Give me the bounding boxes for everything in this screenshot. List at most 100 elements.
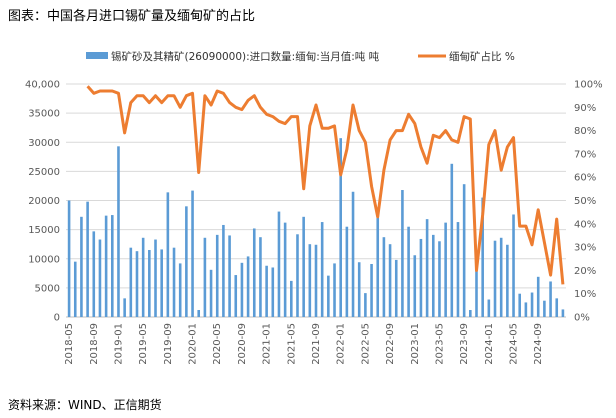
- bar: [364, 293, 367, 317]
- bar: [351, 191, 355, 317]
- bar: [259, 237, 262, 317]
- right-tick-label: 40%: [574, 219, 596, 230]
- bar: [462, 184, 466, 317]
- legend-label-bar: 锡矿砂及其精矿(26090000):进口数量:缅甸:当月值:吨 吨: [111, 50, 380, 63]
- bar: [314, 244, 318, 317]
- bar: [117, 146, 120, 317]
- bar: [333, 263, 336, 317]
- x-tick-label: 2023-05: [434, 323, 445, 365]
- x-axis-ticks: 2018-05 2018-09 2019-01 2019-05 2019-09 2020-…: [64, 323, 544, 365]
- x-tick-label: 2023-09: [459, 323, 470, 365]
- bar: [197, 310, 201, 317]
- bar: [86, 201, 89, 317]
- bar: [376, 215, 380, 317]
- bar: [456, 222, 460, 317]
- bar: [222, 224, 225, 317]
- bar: [370, 263, 373, 317]
- bar: [543, 300, 546, 317]
- x-tick-label: 2018-05: [64, 323, 75, 365]
- bar: [413, 255, 417, 317]
- bar: [419, 238, 423, 317]
- bar: [401, 190, 404, 317]
- source-note: 资料来源：WIND、正信期货: [8, 398, 162, 412]
- x-tick-label: 2018-09: [89, 323, 100, 365]
- bar: [302, 216, 305, 317]
- bar: [172, 247, 176, 317]
- line-series: [86, 85, 565, 285]
- x-tick-label: 2023-01: [410, 323, 421, 365]
- bar: [296, 234, 299, 317]
- x-tick-label: 2022-09: [385, 323, 396, 365]
- bar: [561, 309, 565, 317]
- x-tick-label: 2020-05: [212, 323, 223, 365]
- x-tick-label: 2021-01: [262, 323, 273, 365]
- x-tick-label: 2020-09: [237, 323, 248, 365]
- bar: [191, 190, 194, 317]
- x-tick-label: 2019-05: [138, 323, 149, 365]
- bar: [234, 275, 238, 317]
- right-tick-label: 50%: [574, 196, 596, 207]
- bar: [141, 237, 145, 317]
- x-tick-label: 2024-05: [509, 323, 520, 365]
- share-line: [86, 85, 565, 285]
- x-tick-label: 2021-05: [286, 323, 297, 365]
- legend-label-line: 缅甸矿占比 %: [449, 50, 515, 63]
- bar: [536, 276, 540, 317]
- x-tick-label: 2019-01: [113, 323, 124, 365]
- bar: [481, 197, 484, 317]
- right-tick-label: 0%: [574, 313, 590, 324]
- x-tick-label: 2024-01: [484, 323, 495, 365]
- bar: [475, 257, 478, 317]
- left-tick-label: 35000: [28, 109, 60, 120]
- bar: [160, 249, 163, 317]
- bar: [499, 237, 503, 317]
- bar: [425, 219, 429, 317]
- bar: [154, 239, 157, 317]
- bar: [518, 293, 521, 317]
- bar: [320, 222, 324, 317]
- bar: [178, 263, 182, 317]
- bar: [493, 240, 497, 317]
- bar: [73, 261, 77, 317]
- bar: [506, 244, 509, 317]
- bar: [98, 239, 102, 317]
- bar: [129, 247, 133, 317]
- left-tick-label: 15000: [28, 225, 60, 236]
- bar: [92, 231, 96, 317]
- right-tick-label: 80%: [574, 126, 596, 137]
- bar: [215, 234, 219, 317]
- left-tick-label: 40,000: [25, 80, 60, 91]
- bar: [444, 222, 447, 317]
- right-axis-ticks: 0% 10% 20% 30% 40% 50% 60% 70% 80% 90% 100%: [574, 80, 603, 324]
- bar: [111, 215, 114, 317]
- bar: [549, 281, 552, 317]
- right-tick-label: 90%: [574, 103, 596, 114]
- bar: [555, 298, 559, 317]
- bar: [394, 259, 398, 317]
- bar: [339, 138, 342, 317]
- legend-swatch-bar: [86, 52, 108, 59]
- legend: 锡矿砂及其精矿(26090000):进口数量:缅甸:当月值:吨 吨 缅甸矿占比 …: [86, 50, 515, 63]
- left-tick-label: 25000: [28, 167, 60, 178]
- x-tick-label: 2022-01: [336, 323, 347, 365]
- bar: [382, 237, 386, 317]
- left-tick-label: 5000: [35, 283, 60, 294]
- bar: [469, 310, 472, 317]
- bar-series: [67, 138, 565, 317]
- left-tick-label: 20000: [28, 196, 60, 207]
- bar: [209, 269, 213, 317]
- bar: [283, 222, 287, 317]
- x-tick-label: 2022-05: [360, 323, 371, 365]
- figure-title: 图表：中国各月进口锡矿量及缅甸矿的占比: [8, 9, 256, 24]
- right-tick-label: 30%: [574, 243, 596, 254]
- bar: [512, 214, 515, 317]
- bar: [530, 292, 534, 317]
- x-tick-label: 2020-01: [188, 323, 199, 365]
- right-tick-label: 20%: [574, 266, 596, 277]
- left-tick-label: 10000: [28, 254, 60, 265]
- right-tick-label: 100%: [574, 80, 603, 91]
- bar: [290, 280, 293, 317]
- bar: [308, 244, 312, 317]
- bar: [431, 234, 435, 317]
